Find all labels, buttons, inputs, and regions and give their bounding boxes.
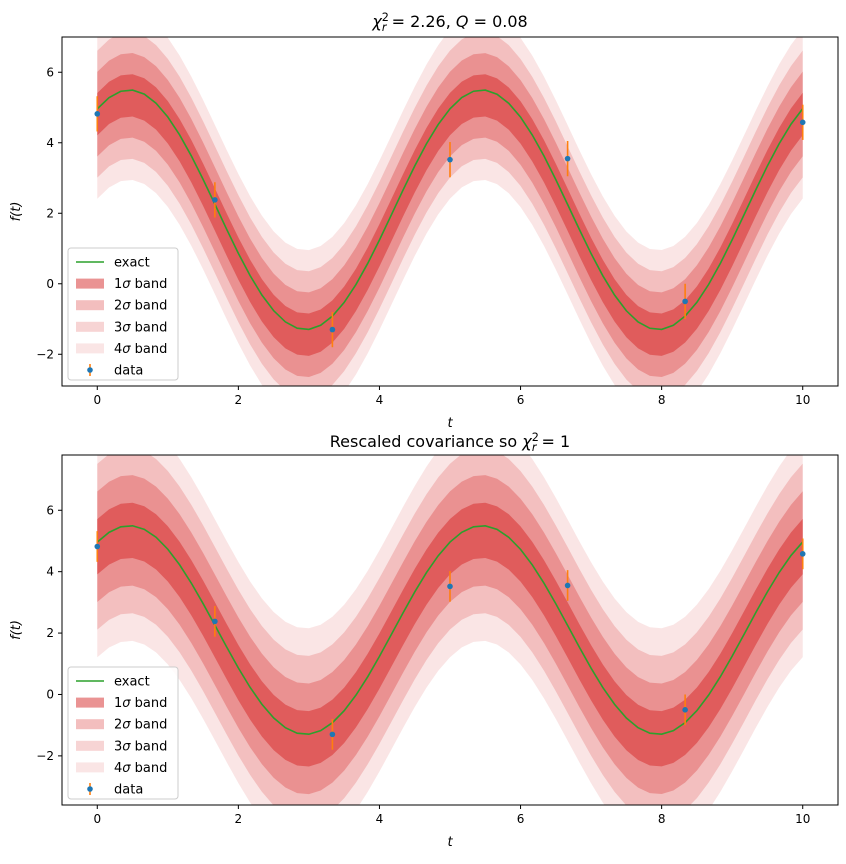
x-axis-label: t — [447, 835, 453, 850]
y-axis-label: f(t) — [9, 202, 24, 222]
legend-band-swatch-4 — [76, 343, 104, 354]
legend-label-5: 4σ band — [114, 761, 167, 776]
y-axis-label: f(t) — [9, 620, 24, 640]
legend-band-swatch-1 — [76, 278, 104, 289]
axes-frame — [61, 454, 839, 806]
y-tick-label-4: 4 — [46, 565, 54, 579]
data-point-1 — [94, 543, 101, 550]
y-tick-label-2: 2 — [46, 626, 54, 640]
data-point-3 — [329, 326, 336, 333]
y-tick-label-0: 0 — [46, 687, 54, 701]
x-tick-label-0: 0 — [93, 393, 101, 407]
y-tick-label-6: 6 — [46, 65, 54, 79]
data-point-2 — [212, 197, 218, 203]
chart-panel-1: 0 2 4 6 8 10 −2 0 2 4 6 χ2 r = 2.26, Q = 0.08 t f(t) ex… — [9, 11, 839, 431]
data-point-6 — [682, 707, 688, 713]
legend-label-4: 3σ band — [114, 320, 167, 335]
y-tick-label-0: 0 — [46, 277, 54, 291]
legend-label-3: 2σ band — [114, 299, 167, 314]
legend: exact 1σ band 2σ band 3σ band 4σ band data — [67, 247, 179, 381]
y-tick-label--2: −2 — [36, 749, 54, 763]
legend-label-6: data — [114, 783, 143, 798]
x-tick-label-4: 4 — [376, 393, 384, 407]
plot-area — [94, 37, 806, 386]
legend-band-swatch-3 — [76, 321, 104, 332]
x-tick-label-8: 8 — [658, 812, 666, 826]
chart-title: χ2 r = 2.26, Q = 0.08 — [371, 11, 527, 34]
legend-label-3: 2σ band — [114, 718, 167, 733]
data-point-6 — [682, 298, 688, 305]
y-tick-label-2: 2 — [46, 206, 54, 220]
axes-frame — [61, 36, 839, 387]
legend-label-5: 4σ band — [114, 342, 167, 357]
x-tick-label-0: 0 — [93, 812, 101, 826]
legend-label-2: 1σ band — [114, 277, 167, 292]
data-point-4 — [447, 156, 453, 163]
legend-band-swatch-2 — [76, 300, 104, 311]
legend-point-swatch — [87, 367, 93, 373]
legend-label-1: exact — [114, 256, 150, 271]
data-point-5 — [564, 582, 571, 589]
sigma-band-1 — [97, 74, 803, 356]
legend-label-2: 1σ band — [114, 696, 167, 711]
data-point-3 — [329, 731, 336, 738]
legend: exact 1σ band 2σ band 3σ band 4σ band data — [67, 666, 179, 800]
legend-band-swatch-3 — [76, 740, 104, 751]
data-point-7 — [799, 551, 806, 557]
legend-label-6: data — [114, 364, 143, 379]
y-tick-label-6: 6 — [46, 503, 54, 517]
x-tick-label-2: 2 — [235, 812, 243, 826]
legend-label-4: 3σ band — [114, 739, 167, 754]
chart-panel-2: 0 2 4 6 8 10 −2 0 2 4 6 Rescaled covariance so χ2 r … — [9, 431, 839, 850]
legend-band-swatch-1 — [76, 697, 104, 708]
x-tick-label-10: 10 — [795, 393, 810, 407]
data-point-5 — [564, 155, 571, 162]
chart-title: Rescaled covariance so χ2 r = 1 — [330, 431, 570, 454]
plot-area — [94, 455, 806, 805]
data-point-2 — [212, 618, 218, 625]
x-tick-label-4: 4 — [376, 812, 384, 826]
y-tick-label-4: 4 — [46, 136, 54, 150]
legend-point-swatch — [87, 786, 93, 792]
data-point-1 — [94, 111, 101, 117]
legend-band-swatch-2 — [76, 719, 104, 730]
legend-label-1: exact — [114, 675, 150, 690]
x-tick-label-8: 8 — [658, 393, 666, 407]
y-tick-label--2: −2 — [36, 347, 54, 361]
sigma-band-1 — [97, 502, 803, 767]
x-tick-label-10: 10 — [795, 812, 810, 826]
x-tick-label-6: 6 — [517, 393, 525, 407]
legend-band-swatch-4 — [76, 762, 104, 773]
x-tick-label-2: 2 — [235, 393, 243, 407]
x-tick-label-6: 6 — [517, 812, 525, 826]
data-point-7 — [799, 119, 806, 126]
x-axis-label: t — [447, 416, 453, 431]
data-point-4 — [447, 583, 453, 590]
